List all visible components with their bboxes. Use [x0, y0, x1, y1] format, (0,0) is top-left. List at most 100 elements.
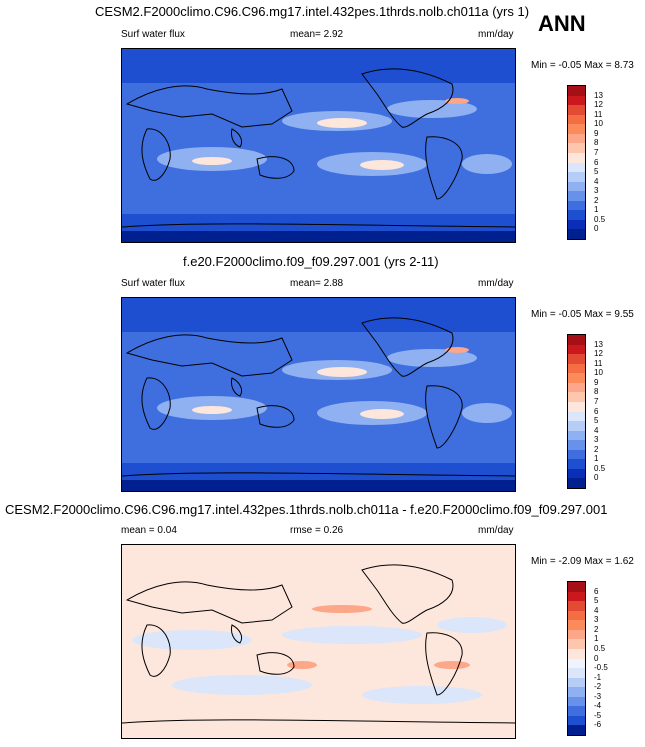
colorbar-tick-label: 0: [594, 653, 599, 663]
colorbar-segment: [568, 658, 585, 669]
colorbar-segment: [568, 601, 585, 611]
colorbar-segment: [568, 459, 585, 469]
panel3-map-svg: [122, 545, 515, 738]
colorbar-tick-label: -1: [594, 672, 602, 682]
colorbar-segment: [568, 210, 585, 220]
colorbar-segment: [568, 229, 585, 239]
colorbar-tick-label: 12: [594, 100, 603, 110]
panel2-map-svg: [122, 298, 515, 491]
panel2-map: [121, 297, 516, 492]
panel1-variable-label: Surf water flux: [121, 29, 185, 40]
panel1-title: CESM2.F2000climo.C96.C96.mg17.intel.432p…: [95, 4, 530, 19]
colorbar-segment: [568, 696, 585, 707]
colorbar-segment: [568, 620, 585, 630]
colorbar-tick-label: 13: [594, 90, 603, 100]
colorbar-segment: [568, 200, 585, 211]
colorbar-tick-label: 3: [594, 435, 599, 445]
colorbar-tick-label: -2: [594, 682, 602, 692]
colorbar-tick-label: 1: [594, 205, 599, 215]
panel1-units: mm/day: [478, 29, 514, 40]
colorbar-tick-label: 6: [594, 157, 599, 167]
colorbar-tick-label: -0.5: [594, 663, 608, 673]
colorbar-tick-label: -3: [594, 691, 602, 701]
colorbar-segment: [568, 219, 585, 230]
colorbar-tick-label: 12: [594, 349, 603, 359]
colorbar-segment: [568, 401, 585, 412]
colorbar-tick-label: 9: [594, 377, 599, 387]
colorbar-segment: [568, 411, 585, 422]
colorbar-tick-label: 5: [594, 416, 599, 426]
colorbar-segment: [568, 191, 585, 201]
panel2-colorbar: [567, 334, 586, 489]
panel2-minmax: Min = -0.05 Max = 9.55: [531, 309, 634, 320]
colorbar-segment: [568, 629, 585, 640]
colorbar-tick-label: 2: [594, 624, 599, 634]
colorbar-segment: [568, 335, 585, 345]
panel3-rmse-label: rmse = 0.26: [290, 525, 344, 536]
colorbar-segment: [568, 392, 585, 402]
colorbar-segment: [568, 706, 585, 716]
colorbar-segment: [568, 421, 585, 431]
season-label: ANN: [538, 11, 586, 36]
colorbar-tick-label: 4: [594, 425, 599, 435]
colorbar-tick-label: 7: [594, 396, 599, 406]
colorbar-segment: [568, 181, 585, 192]
panel2-units: mm/day: [478, 278, 514, 289]
colorbar-segment: [568, 105, 585, 115]
panel1-colorbar: [567, 85, 586, 240]
colorbar-segment: [568, 114, 585, 125]
colorbar-tick-label: 2: [594, 195, 599, 205]
colorbar-segment: [568, 648, 585, 659]
colorbar-tick-label: 11: [594, 109, 603, 119]
colorbar-tick-label: 3: [594, 615, 599, 625]
colorbar-tick-label: -4: [594, 701, 602, 711]
colorbar-tick-label: 6: [594, 406, 599, 416]
colorbar-tick-label: 0: [594, 224, 599, 234]
colorbar-segment: [568, 468, 585, 479]
colorbar-segment: [568, 687, 585, 697]
colorbar-tick-label: 6: [594, 586, 599, 596]
colorbar-segment: [568, 715, 585, 726]
colorbar-tick-label: 2: [594, 444, 599, 454]
colorbar-segment: [568, 591, 585, 602]
colorbar-segment: [568, 373, 585, 383]
colorbar-segment: [568, 143, 585, 153]
panel1-map-svg: [122, 49, 515, 242]
panel1-mean-label: mean= 2.92: [290, 29, 344, 40]
colorbar-tick-label: 11: [594, 358, 603, 368]
colorbar-segment: [568, 639, 585, 649]
colorbar-tick-label: 1: [594, 454, 599, 464]
panel3-map: [121, 544, 516, 739]
colorbar-segment: [568, 344, 585, 355]
panel3-colorbar: [567, 581, 586, 736]
colorbar-segment: [568, 363, 585, 374]
panel3-title: CESM2.F2000climo.C96.C96.mg17.intel.432p…: [5, 502, 608, 517]
colorbar-tick-label: 8: [594, 138, 599, 148]
colorbar-tick-label: 3: [594, 186, 599, 196]
panel2-title: f.e20.F2000climo.f09_f09.297.001 (yrs 2-…: [183, 254, 439, 269]
colorbar-tick-label: 0.5: [594, 214, 606, 224]
colorbar-segment: [568, 124, 585, 134]
colorbar-segment: [568, 382, 585, 393]
colorbar-tick-label: 0.5: [594, 643, 606, 653]
colorbar-segment: [568, 152, 585, 163]
colorbar-tick-label: 0: [594, 473, 599, 483]
colorbar-tick-label: 0.5: [594, 463, 606, 473]
colorbar-segment: [568, 162, 585, 173]
colorbar-tick-label: -6: [594, 720, 602, 730]
panel2-variable-label: Surf water flux: [121, 278, 185, 289]
colorbar-tick-label: 4: [594, 176, 599, 186]
panel3-minmax: Min = -2.09 Max = 1.62: [531, 556, 634, 567]
colorbar-tick-label: 8: [594, 387, 599, 397]
colorbar-segment: [568, 354, 585, 364]
colorbar-tick-label: 7: [594, 147, 599, 157]
colorbar-segment: [568, 133, 585, 144]
colorbar-tick-label: 4: [594, 605, 599, 615]
colorbar-segment: [568, 582, 585, 592]
colorbar-tick-label: 10: [594, 368, 603, 378]
colorbar-tick-label: 13: [594, 339, 603, 349]
colorbar-segment: [568, 478, 585, 488]
colorbar-tick-label: 10: [594, 119, 603, 129]
panel3-units: mm/day: [478, 525, 514, 536]
colorbar-segment: [568, 95, 585, 106]
